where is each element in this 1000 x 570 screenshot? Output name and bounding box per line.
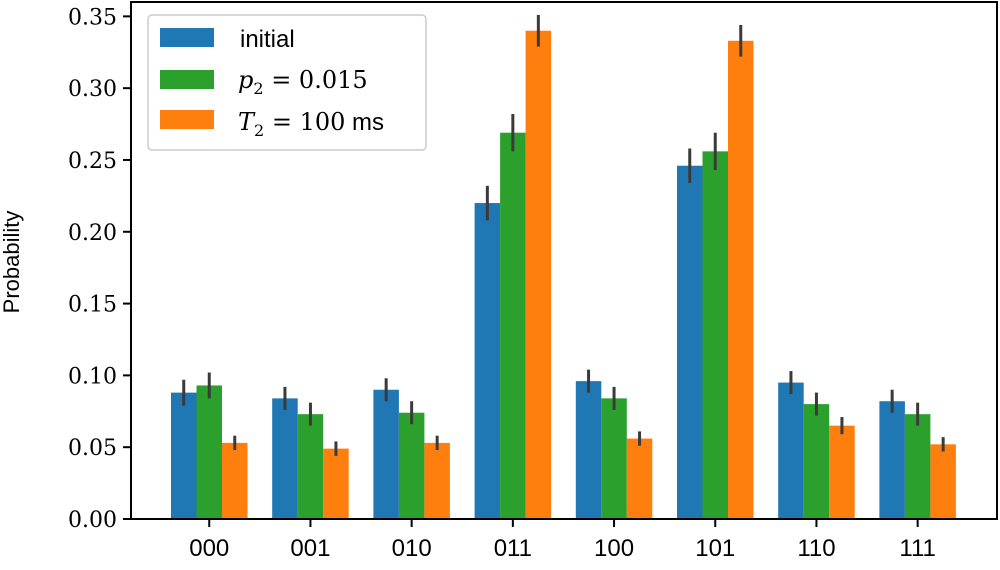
bar-2-000 — [222, 442, 248, 519]
legend-p2-rest: = 0.015 — [264, 66, 368, 94]
bar-0-100 — [575, 381, 602, 519]
bar-2-100 — [626, 438, 653, 519]
bar-2-010 — [424, 442, 450, 519]
bar-1-000 — [196, 385, 222, 519]
bar-1-101 — [702, 151, 728, 519]
legend: initial p2 = 0.015 T2 = 100 ms — [147, 14, 427, 151]
bar-1-001 — [297, 414, 324, 519]
bars-group — [171, 30, 956, 520]
bar-0-111 — [879, 401, 905, 519]
bar-2-111 — [930, 444, 956, 519]
legend-swatch-initial — [160, 28, 214, 47]
y-tick-label: 0.05 — [68, 436, 117, 461]
y-tick-label: 0.20 — [68, 221, 117, 246]
y-tick-label: 0.30 — [68, 77, 117, 102]
legend-p2-symbol: p — [238, 66, 253, 94]
y-tick-label: 0.25 — [68, 149, 117, 174]
bar-1-010 — [398, 412, 425, 519]
bar-0-010 — [373, 389, 399, 519]
legend-t2-rest: = 100 — [264, 108, 345, 136]
x-tick-label: 000 — [189, 535, 229, 562]
bar-0-110 — [778, 382, 804, 519]
legend-label-t2: T2 = 100 ms — [238, 108, 384, 140]
legend-swatch-p2 — [160, 70, 214, 89]
x-tick-label: 110 — [797, 535, 835, 562]
legend-t2-subscript: 2 — [254, 121, 264, 140]
errorbars-group — [182, 14, 945, 456]
legend-label-p2: p2 = 0.015 — [238, 66, 368, 98]
legend-label-initial: initial — [240, 26, 295, 53]
legend-box — [147, 14, 427, 151]
bar-1-100 — [601, 398, 627, 519]
bar-2-110 — [829, 425, 855, 519]
bar-1-011 — [500, 132, 526, 520]
y-tick-label: 0.35 — [68, 5, 117, 30]
x-tick-label: 010 — [392, 535, 432, 562]
bar-0-001 — [272, 398, 298, 519]
x-tick-label: 101 — [695, 535, 735, 562]
y-tick-label: 0.10 — [68, 364, 117, 389]
y-tick-label: 0.15 — [68, 293, 117, 318]
axes-frame — [130, 1, 998, 520]
bar-2-001 — [323, 448, 349, 519]
legend-t2-unit: ms — [345, 109, 384, 136]
bar-1-111 — [904, 414, 931, 519]
x-tick-label: 001 — [290, 535, 330, 562]
bar-2-101 — [728, 40, 754, 520]
x-tick-label: 111 — [899, 535, 935, 562]
x-tick-label: 100 — [594, 535, 634, 562]
y-tick-label: 0.00 — [68, 508, 117, 533]
legend-swatch-t2 — [160, 110, 214, 129]
y-axis: 0.00 0.05 0.10 0.15 0.20 0.25 0.30 0.35 — [68, 5, 131, 533]
bar-0-000 — [171, 392, 197, 519]
bar-0-011 — [474, 203, 501, 520]
bar-2-011 — [525, 30, 552, 519]
bar-0-101 — [677, 165, 703, 519]
legend-t2-symbol: T — [238, 108, 256, 136]
x-tick-label: 011 — [494, 535, 532, 562]
legend-p2-subscript: 2 — [253, 79, 263, 98]
bar-1-110 — [803, 404, 830, 519]
x-axis: 000 001 010 011 100 101 110 111 — [189, 519, 936, 562]
y-axis-label: Probability — [0, 211, 24, 314]
